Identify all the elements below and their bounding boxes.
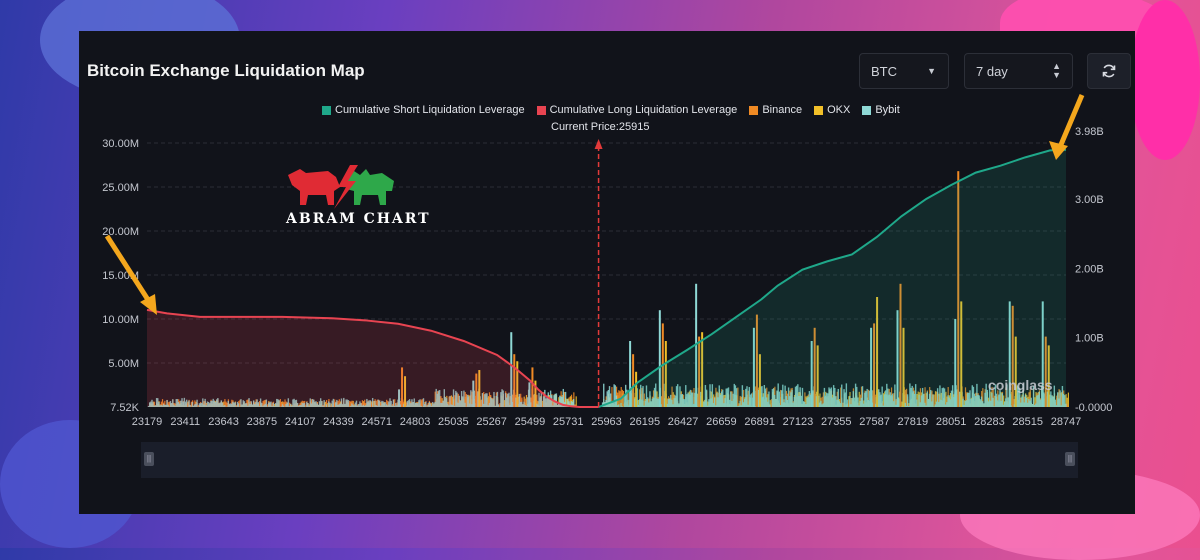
y-left-tick-label: 20.00M [102, 226, 139, 238]
x-tick-label: 23179 [132, 416, 163, 428]
x-tick-label: 27123 [783, 416, 814, 428]
y-left-tick-label: 10.00M [102, 314, 139, 326]
y-left-tick-label: 30.00M [102, 138, 139, 150]
x-tick-label: 24803 [400, 416, 431, 428]
x-tick-label: 25731 [553, 416, 584, 428]
bull-bear-logo [284, 161, 404, 211]
okx-bar [1068, 393, 1069, 407]
x-tick-label: 28515 [1012, 416, 1043, 428]
y-left-tick-label: 25.00M [102, 182, 139, 194]
x-tick-label: 24107 [285, 416, 316, 428]
x-tick-label: 23875 [247, 416, 278, 428]
y-left-tick-label: 7.52K [110, 402, 139, 414]
y-right-tick-label: 2.00B [1075, 263, 1104, 275]
y-right-tick-label: 1.00B [1075, 333, 1104, 345]
x-tick-label: 28747 [1051, 416, 1082, 428]
y-right-tick-label: 3.98B [1075, 126, 1104, 138]
okx-bar [576, 396, 577, 407]
x-tick-label: 28283 [974, 416, 1005, 428]
y-right-tick-label: 3.00B [1075, 194, 1104, 206]
x-tick-label: 25499 [515, 416, 546, 428]
x-tick-label: 28051 [936, 416, 967, 428]
y-left-tick-label: 5.00M [108, 358, 139, 370]
x-tick-label: 24571 [361, 416, 392, 428]
bg-blob [1130, 0, 1200, 160]
range-scrollbar[interactable]: || || [141, 442, 1078, 478]
x-tick-label: 23411 [170, 416, 200, 428]
x-tick-label: 25267 [476, 416, 507, 428]
x-tick-label: 24339 [323, 416, 354, 428]
range-handle-right[interactable]: || [1065, 452, 1075, 466]
current-price-arrow [595, 139, 603, 149]
long-leverage-area [147, 310, 599, 407]
logo-text: ABRAM CHART [286, 211, 431, 227]
x-tick-label: 26891 [744, 416, 775, 428]
y-right-tick-label: -0.0000 [1075, 402, 1112, 414]
x-tick-label: 26659 [706, 416, 737, 428]
y-left-tick-label: 15.00M [102, 270, 139, 282]
short-leverage-area [599, 150, 1066, 407]
x-tick-label: 25963 [591, 416, 622, 428]
binance-bar [1067, 404, 1068, 407]
coinglass-watermark: coinglass [988, 377, 1053, 393]
range-handle-left[interactable]: || [144, 452, 154, 466]
x-tick-label: 26427 [668, 416, 699, 428]
x-tick-label: 27819 [898, 416, 929, 428]
chart-panel: Bitcoin Exchange Liquidation Map BTC ▼ 7… [79, 31, 1135, 514]
x-tick-label: 27355 [821, 416, 852, 428]
x-tick-label: 26195 [629, 416, 660, 428]
x-tick-label: 25035 [438, 416, 469, 428]
x-tick-label: 27587 [859, 416, 890, 428]
x-tick-label: 23643 [208, 416, 239, 428]
